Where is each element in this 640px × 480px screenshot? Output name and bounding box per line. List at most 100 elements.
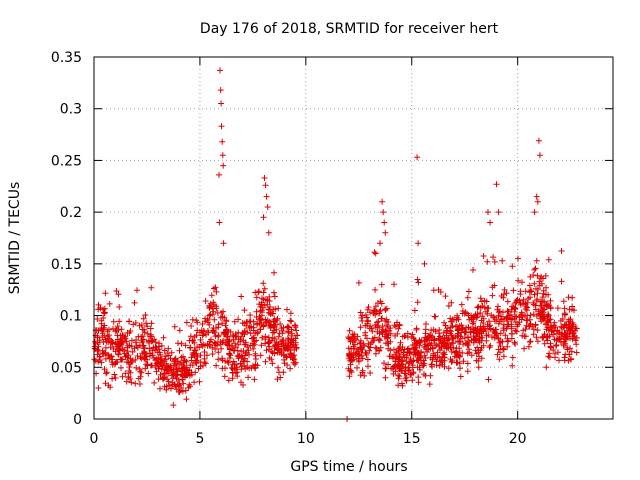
data-point [251,376,258,383]
data-point [357,340,363,347]
data-point [243,322,250,329]
data-point [113,288,120,294]
data-point [502,332,509,339]
data-point [253,308,260,315]
data-point [250,345,257,352]
data-point [270,306,277,313]
data-point [229,332,236,339]
data-point [405,345,412,352]
data-point [247,342,254,349]
y-axis-label: SRMTID / TECUs [7,182,23,295]
data-point [359,312,366,319]
data-point [263,193,270,200]
data-point [517,291,524,298]
data-point [95,385,102,391]
data-point [503,325,510,332]
data-point [197,352,204,359]
data-point [136,366,143,373]
data-point [438,339,445,346]
data-point [144,323,151,330]
data-point [126,318,133,325]
data-point [224,358,231,365]
data-point [151,379,158,386]
data-point [414,276,421,283]
data-point [530,331,537,338]
data-point [169,381,176,388]
data-point [510,287,517,294]
data-point [475,303,482,310]
data-point [527,273,534,280]
data-point [194,319,201,326]
data-point [534,272,541,279]
data-point [424,341,431,347]
data-point [367,370,374,376]
data-point [220,162,227,169]
data-point [260,304,266,311]
data-point [470,267,476,273]
data-point [423,321,429,327]
data-point [262,296,269,303]
data-point [226,351,233,358]
data-point [544,317,551,324]
data-point [132,320,139,326]
data-point [526,339,533,345]
data-point [94,334,101,341]
data-point [553,337,560,344]
data-point [512,319,519,326]
data-point [175,340,181,347]
data-point [259,312,265,319]
data-point [122,335,129,342]
data-point [290,353,297,360]
data-point [364,356,371,363]
data-point [566,335,573,342]
data-point [493,181,500,188]
data-point [194,353,201,360]
data-point [153,368,160,375]
data-point [253,314,260,320]
data-point [513,328,520,335]
data-point [287,365,294,372]
data-point [431,336,438,343]
data-point [384,340,391,347]
data-point [183,364,190,371]
data-point [465,324,472,331]
data-point [505,308,512,315]
data-point [281,356,288,363]
data-point [357,324,364,331]
data-point [530,299,537,306]
data-point [182,387,189,394]
data-point [379,198,386,205]
data-point [536,311,543,318]
data-point [447,315,454,322]
data-point [395,348,402,355]
data-point [491,258,498,265]
data-point [544,324,551,331]
data-point [187,333,194,340]
data-point [423,336,430,343]
data-point [257,316,264,323]
data-point [415,379,422,386]
data-point [448,359,455,366]
data-point [375,318,382,325]
data-point [404,334,411,341]
data-point [382,365,389,372]
data-point [509,263,516,270]
data-point [163,367,170,374]
data-point [346,350,353,357]
data-point [215,333,222,340]
data-point [212,333,219,340]
x-tick-label: 20 [509,431,527,447]
data-point [563,333,570,340]
data-point [432,313,439,320]
data-point [427,354,434,361]
data-point [470,318,477,325]
data-point [514,323,521,330]
data-point [208,336,214,343]
data-point [234,353,241,359]
data-point [173,366,180,373]
data-point [562,332,569,339]
data-point [573,349,580,356]
data-point [432,342,438,348]
data-point [115,351,122,357]
